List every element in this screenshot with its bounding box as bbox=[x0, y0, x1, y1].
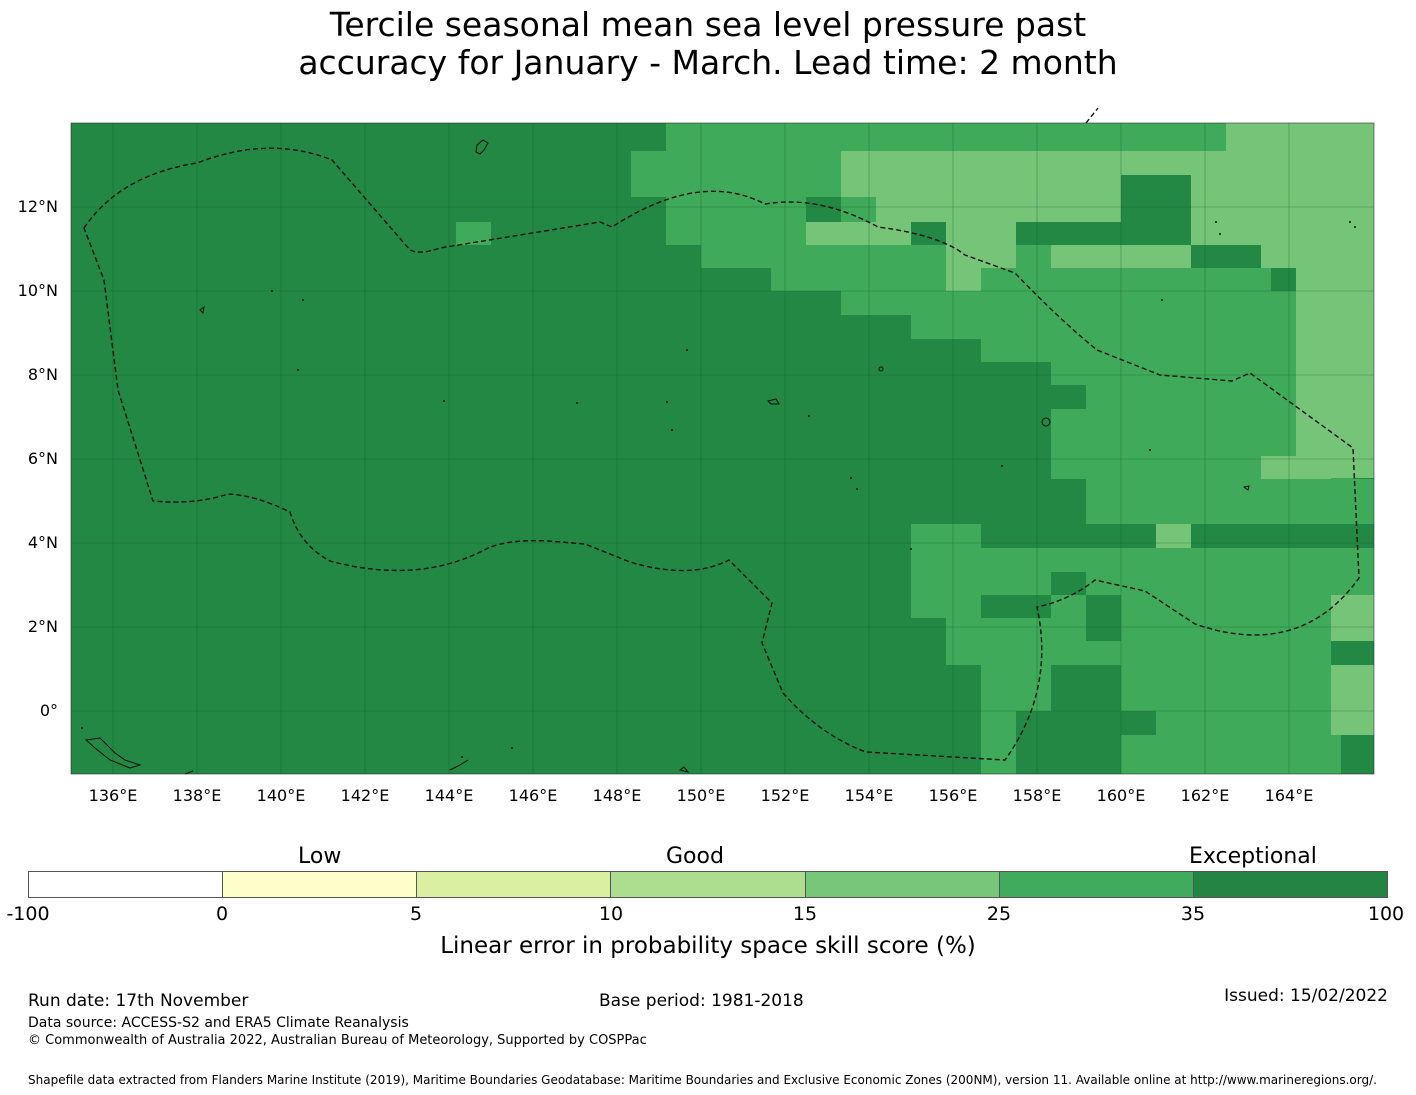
colorbar-tick: 35 bbox=[1180, 903, 1206, 925]
lat-label-8n: 8°N bbox=[27, 365, 58, 384]
island-outlines bbox=[84, 139, 1250, 775]
lat-label-6n: 6°N bbox=[27, 449, 58, 468]
skill-region-exceptional-patches bbox=[1016, 385, 1156, 774]
shapefile-credit: Shapefile data extracted from Flanders M… bbox=[28, 1073, 1377, 1087]
lat-label-12n: 12°N bbox=[17, 197, 58, 216]
lon-label-150e: 150°E bbox=[676, 786, 726, 805]
lon-label-140e: 140°E bbox=[256, 786, 306, 805]
lat-label-0: 0° bbox=[39, 701, 58, 720]
chart-title: Tercile seasonal mean sea level pressure… bbox=[0, 6, 1416, 82]
title-line-2: accuracy for January - March. Lead time:… bbox=[298, 43, 1118, 82]
lon-label-164e: 164°E bbox=[1264, 786, 1314, 805]
legend-category-low: Low bbox=[298, 844, 342, 869]
colorbar-segment bbox=[610, 872, 805, 897]
base-period: Base period: 1981-2018 bbox=[599, 991, 804, 1011]
skill-region-very-good bbox=[456, 123, 1374, 774]
colorbar-tick: 5 bbox=[409, 903, 423, 925]
colorbar-segment bbox=[998, 872, 1193, 897]
lon-label-136e: 136°E bbox=[88, 786, 138, 805]
issued-date: Issued: 15/02/2022 bbox=[1224, 986, 1388, 1006]
colorbar-tick: 15 bbox=[792, 903, 818, 925]
run-date: Run date: 17th November bbox=[28, 991, 249, 1011]
lon-label-142e: 142°E bbox=[340, 786, 390, 805]
lon-label-158e: 158°E bbox=[1012, 786, 1062, 805]
skill-region-good-high bbox=[806, 123, 1374, 735]
lat-label-4n: 4°N bbox=[27, 533, 58, 552]
lon-label-146e: 146°E bbox=[508, 786, 558, 805]
title-line-1: Tercile seasonal mean sea level pressure… bbox=[329, 5, 1087, 44]
colorbar-segment bbox=[222, 872, 417, 897]
map-frame bbox=[70, 122, 1375, 775]
colorbar-segment bbox=[29, 872, 223, 897]
legend-category-good: Good bbox=[666, 844, 724, 869]
colorbar bbox=[28, 871, 1388, 898]
colorbar-tick: 10 bbox=[598, 903, 624, 925]
lon-label-154e: 154°E bbox=[844, 786, 894, 805]
lon-label-152e: 152°E bbox=[760, 786, 810, 805]
colorbar-tick: 25 bbox=[986, 903, 1012, 925]
lon-label-144e: 144°E bbox=[424, 786, 474, 805]
lat-label-10n: 10°N bbox=[17, 281, 58, 300]
eez-boundary bbox=[83, 107, 1360, 761]
colorbar-label: Linear error in probability space skill … bbox=[440, 933, 976, 959]
lon-label-160e: 160°E bbox=[1096, 786, 1146, 805]
colorbar-segment bbox=[416, 872, 611, 897]
lon-label-138e: 138°E bbox=[172, 786, 222, 805]
data-source: Data source: ACCESS-S2 and ERA5 Climate … bbox=[28, 1015, 409, 1031]
lon-label-148e: 148°E bbox=[592, 786, 642, 805]
colorbar-tick: 0 bbox=[215, 903, 229, 925]
copyright: © Commonwealth of Australia 2022, Austra… bbox=[28, 1033, 647, 1048]
colorbar-tick: 100 bbox=[1367, 903, 1405, 925]
lon-label-156e: 156°E bbox=[928, 786, 978, 805]
colorbar-tick: -100 bbox=[6, 903, 50, 925]
skill-map bbox=[70, 107, 1375, 775]
small-islets bbox=[81, 221, 1356, 758]
lon-label-162e: 162°E bbox=[1180, 786, 1230, 805]
colorbar-segment bbox=[1192, 872, 1387, 897]
lat-label-2n: 2°N bbox=[27, 617, 58, 636]
graticule bbox=[71, 123, 1374, 774]
colorbar-segment bbox=[804, 872, 999, 897]
legend-category-exceptional: Exceptional bbox=[1189, 844, 1317, 869]
